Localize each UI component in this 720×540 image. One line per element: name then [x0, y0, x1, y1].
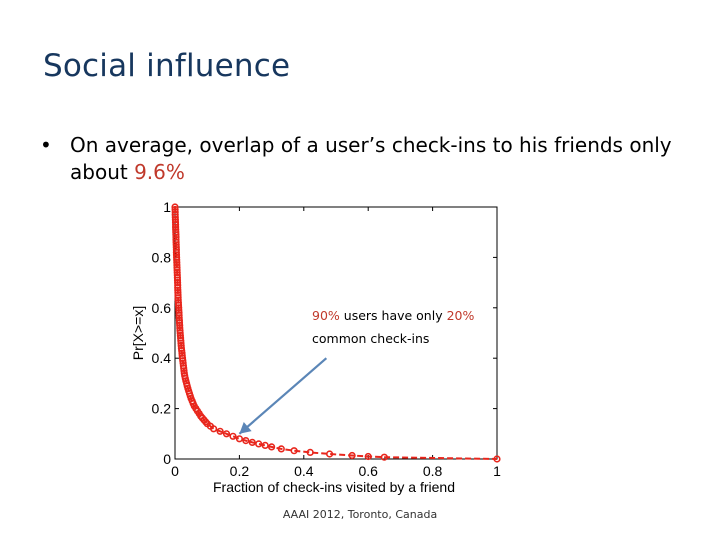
arrow-line: [238, 357, 328, 435]
y-tick-label: 0.6: [152, 300, 172, 316]
data-point: [348, 451, 356, 460]
data-point: [268, 443, 276, 451]
data-point: [290, 447, 298, 455]
y-axis-label: Pr[X>=x]: [130, 306, 146, 360]
data-point: [306, 448, 314, 457]
data-point: [184, 384, 192, 393]
data-point: [364, 452, 372, 461]
data-point: [255, 440, 263, 448]
data-point: [177, 344, 185, 352]
bullet-icon: •: [40, 133, 52, 157]
annotation: 90% users have only 20% common check-ins: [312, 308, 474, 346]
y-tick-label: 1: [163, 199, 171, 215]
arrow-head-icon: [239, 422, 252, 434]
data-point: [242, 437, 250, 445]
annotation-text-a: users have only: [340, 308, 447, 323]
plot-frame: [174, 206, 498, 460]
bullet-text-main: On average, overlap of a user’s check-in…: [70, 133, 672, 184]
y-tick-label: 0.2: [152, 401, 172, 417]
data-point: [493, 455, 501, 463]
slide-footer: AAAI 2012, Toronto, Canada: [282, 508, 438, 521]
x-tick-label: 0.2: [230, 463, 250, 479]
y-tick-label: 0.4: [152, 350, 172, 366]
svg-text:90% users have only 20%: 90% users have only 20%: [312, 308, 474, 323]
data-point: [193, 407, 202, 415]
data-point: [216, 427, 224, 435]
data-point: [235, 435, 243, 443]
data-point: [190, 402, 198, 410]
annotation-pct-users: 90%: [312, 308, 340, 323]
x-tick-label: 0: [171, 463, 179, 479]
data-point: [187, 394, 195, 403]
annotation-pct-checkins: 20%: [447, 308, 475, 323]
data-point: [326, 450, 334, 458]
data-point: [171, 203, 179, 211]
data-point: [176, 324, 184, 332]
data-point: [174, 296, 182, 304]
x-axis-label: Fraction of check-ins visited by a frien…: [213, 479, 455, 495]
x-tick-label: 0.4: [294, 463, 314, 479]
bullet-text: On average, overlap of a user’s check-in…: [70, 132, 680, 186]
slide-title: Social influence: [43, 48, 291, 84]
x-tick-label: 0.8: [423, 463, 443, 479]
bullet-highlight: 9.6%: [134, 160, 185, 184]
x-tick-label: 0.6: [358, 463, 378, 479]
data-point: [380, 453, 388, 461]
data-point: [181, 372, 189, 380]
data-point: [277, 445, 285, 453]
data-point: [203, 420, 211, 428]
y-tick-label: 0.8: [152, 249, 172, 265]
annotation-line2: common check-ins: [312, 331, 429, 346]
data-point: [261, 441, 269, 450]
data-point: [179, 359, 187, 367]
x-tick-label: 1: [493, 463, 501, 479]
data-point: [173, 253, 181, 261]
y-tick-label: 0: [163, 451, 171, 467]
data-point: [210, 425, 218, 433]
data-point: [229, 432, 237, 440]
data-point: [248, 438, 256, 447]
data-point: [222, 430, 231, 438]
